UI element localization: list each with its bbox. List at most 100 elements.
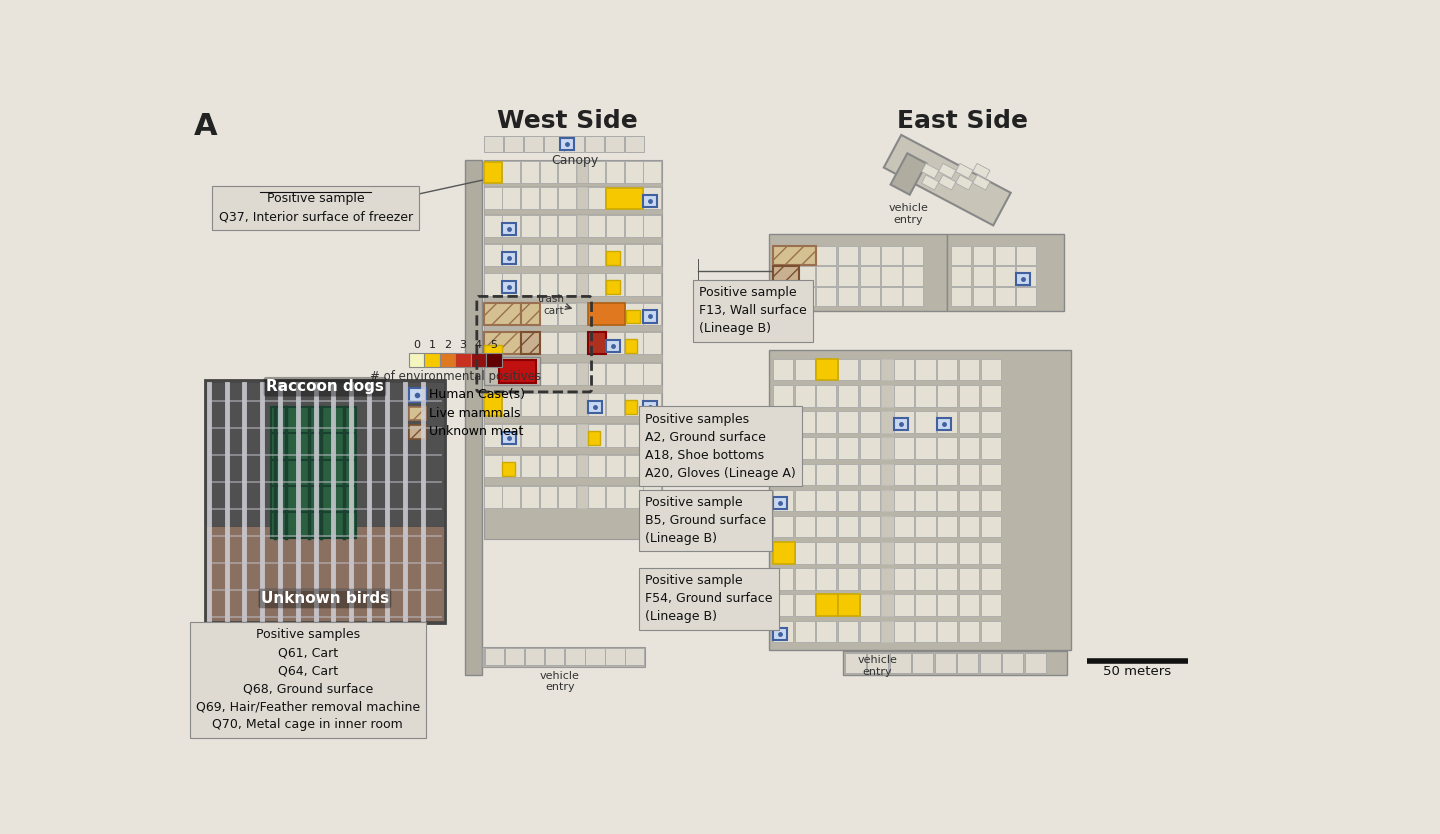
- Bar: [605, 648, 625, 666]
- Bar: [559, 187, 576, 209]
- Bar: [795, 542, 815, 564]
- Bar: [625, 363, 642, 385]
- Bar: [540, 363, 557, 385]
- Bar: [540, 215, 557, 237]
- Bar: [484, 425, 501, 446]
- Bar: [644, 303, 661, 325]
- Bar: [588, 274, 605, 296]
- Bar: [952, 287, 971, 306]
- Bar: [606, 455, 624, 477]
- Bar: [484, 187, 501, 209]
- Bar: [867, 653, 888, 673]
- Bar: [606, 486, 624, 508]
- Bar: [577, 486, 588, 508]
- Bar: [881, 245, 901, 265]
- Bar: [894, 411, 914, 433]
- Bar: [644, 401, 658, 414]
- Bar: [503, 425, 520, 446]
- Bar: [816, 385, 837, 406]
- Bar: [484, 446, 662, 455]
- Bar: [521, 486, 539, 508]
- Bar: [860, 359, 880, 380]
- Bar: [773, 627, 786, 640]
- Bar: [981, 620, 1001, 642]
- Bar: [838, 411, 858, 433]
- Bar: [881, 437, 894, 459]
- Bar: [860, 516, 880, 537]
- Bar: [605, 135, 624, 153]
- Text: trash
cart: trash cart: [537, 294, 564, 316]
- Bar: [521, 244, 539, 266]
- Bar: [981, 490, 1001, 511]
- Bar: [845, 653, 865, 673]
- Bar: [916, 385, 936, 406]
- Bar: [894, 490, 914, 511]
- Bar: [769, 234, 948, 311]
- Bar: [484, 303, 521, 325]
- Bar: [540, 332, 557, 354]
- Bar: [773, 437, 793, 459]
- Text: Positive sample
B5, Ground surface
(Lineage B): Positive sample B5, Ground surface (Line…: [645, 496, 766, 545]
- Bar: [625, 339, 638, 353]
- Bar: [959, 385, 979, 406]
- Bar: [644, 425, 661, 446]
- Bar: [625, 455, 642, 477]
- Bar: [484, 303, 501, 325]
- Bar: [838, 490, 858, 511]
- Bar: [521, 303, 539, 325]
- Bar: [894, 385, 914, 406]
- Bar: [937, 490, 958, 511]
- Bar: [559, 363, 576, 385]
- Bar: [503, 363, 520, 385]
- Bar: [606, 303, 624, 325]
- Bar: [995, 266, 1015, 286]
- Bar: [1017, 245, 1037, 265]
- Bar: [838, 287, 858, 306]
- Bar: [606, 188, 644, 209]
- Bar: [588, 215, 605, 237]
- Bar: [860, 287, 880, 306]
- Bar: [498, 360, 536, 384]
- Bar: [503, 332, 520, 354]
- Bar: [503, 281, 517, 294]
- Bar: [644, 455, 661, 477]
- Bar: [503, 432, 517, 445]
- Bar: [795, 516, 815, 537]
- Bar: [484, 363, 501, 385]
- Polygon shape: [890, 153, 926, 194]
- Bar: [484, 244, 501, 266]
- Bar: [484, 160, 662, 539]
- Bar: [625, 332, 642, 354]
- Bar: [588, 455, 605, 477]
- Bar: [439, 353, 455, 366]
- Bar: [860, 620, 880, 642]
- Bar: [606, 161, 624, 183]
- Text: Positive sample
F13, Wall surface
(Lineage B): Positive sample F13, Wall surface (Linea…: [700, 286, 806, 335]
- Bar: [773, 542, 793, 564]
- Bar: [585, 648, 603, 666]
- Bar: [916, 542, 936, 564]
- Bar: [606, 274, 624, 296]
- Bar: [271, 407, 356, 538]
- Bar: [773, 385, 793, 406]
- Bar: [484, 296, 662, 302]
- Bar: [204, 380, 445, 623]
- Bar: [544, 648, 563, 666]
- Bar: [937, 620, 958, 642]
- Bar: [838, 385, 858, 406]
- Bar: [425, 353, 439, 366]
- Bar: [540, 274, 557, 296]
- Bar: [916, 620, 936, 642]
- Bar: [773, 496, 786, 509]
- Bar: [559, 215, 576, 237]
- Bar: [959, 437, 979, 459]
- Bar: [606, 280, 621, 294]
- Bar: [981, 385, 1001, 406]
- Bar: [894, 464, 914, 485]
- Bar: [644, 310, 658, 323]
- Bar: [521, 363, 539, 385]
- Bar: [606, 332, 624, 354]
- Bar: [503, 455, 520, 477]
- Bar: [588, 332, 606, 354]
- Bar: [816, 411, 837, 433]
